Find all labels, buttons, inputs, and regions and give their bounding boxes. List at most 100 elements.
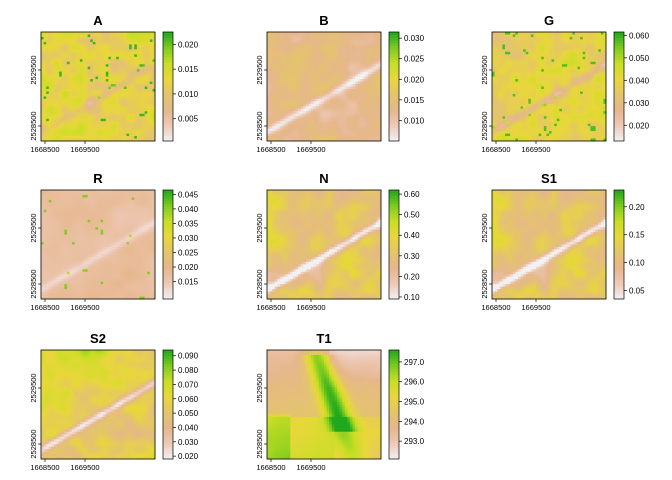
raster-cell bbox=[267, 74, 270, 77]
raster-cell bbox=[582, 49, 586, 53]
raster-cell bbox=[46, 86, 50, 90]
raster-cell bbox=[41, 91, 44, 95]
raster-cell bbox=[347, 69, 351, 73]
raster-cell bbox=[126, 128, 130, 132]
raster-cell bbox=[139, 133, 143, 137]
raster-cell bbox=[292, 36, 296, 40]
raster-cell bbox=[147, 136, 151, 139]
raster-cell bbox=[352, 131, 356, 134]
raster-cell bbox=[129, 36, 133, 40]
raster-cell bbox=[269, 111, 273, 115]
raster-cell bbox=[287, 123, 291, 127]
raster-cell bbox=[378, 121, 382, 125]
raster-cell bbox=[142, 138, 146, 142]
raster-cell bbox=[344, 123, 348, 127]
raster-cell bbox=[344, 118, 348, 122]
raster-cell bbox=[308, 59, 312, 63]
raster-cell bbox=[134, 54, 138, 58]
raster-cell bbox=[298, 49, 302, 53]
raster-cell bbox=[72, 106, 76, 110]
raster-cell bbox=[72, 123, 76, 127]
raster-cell bbox=[321, 96, 325, 100]
raster-cell bbox=[360, 66, 364, 70]
raster-cell bbox=[152, 91, 156, 95]
raster-cell bbox=[272, 93, 276, 97]
raster-cell bbox=[149, 126, 153, 130]
raster-cell bbox=[74, 81, 78, 85]
raster-cell bbox=[494, 59, 498, 63]
raster-cell bbox=[533, 59, 537, 63]
raster-cell bbox=[295, 76, 299, 80]
raster-cell bbox=[277, 131, 281, 134]
raster-cell bbox=[43, 41, 47, 45]
raster-cell bbox=[600, 34, 604, 38]
raster-cell bbox=[357, 61, 361, 65]
raster-cell bbox=[279, 128, 283, 132]
raster-cell bbox=[311, 81, 315, 85]
raster-cell bbox=[53, 76, 57, 80]
raster-cell bbox=[603, 51, 607, 55]
raster-cell bbox=[53, 71, 57, 75]
raster-cell bbox=[313, 59, 317, 63]
raster-cell bbox=[339, 108, 343, 112]
raster-cell bbox=[515, 36, 519, 40]
raster-cell bbox=[64, 136, 68, 139]
raster-cell bbox=[378, 51, 382, 55]
raster-cell bbox=[368, 84, 372, 87]
raster-cell bbox=[69, 76, 73, 80]
raster-cell bbox=[48, 84, 52, 87]
raster-cell bbox=[492, 76, 495, 80]
raster-cell bbox=[334, 86, 338, 90]
raster-cell bbox=[113, 101, 117, 105]
raster-cell bbox=[290, 34, 294, 38]
raster-cell bbox=[303, 74, 307, 77]
raster-cell bbox=[59, 46, 63, 50]
raster-cell bbox=[587, 56, 591, 60]
raster-cell bbox=[46, 79, 50, 82]
raster-cell bbox=[305, 103, 309, 107]
raster-cell bbox=[123, 118, 127, 122]
raster-cell bbox=[569, 81, 573, 85]
raster-cell bbox=[126, 39, 130, 43]
raster-cell bbox=[368, 39, 372, 43]
raster-cell bbox=[285, 123, 289, 127]
raster-cell bbox=[56, 74, 60, 77]
raster-cell bbox=[277, 36, 281, 40]
raster-cell bbox=[362, 41, 366, 45]
raster-cell bbox=[593, 66, 597, 70]
raster-cell bbox=[352, 59, 356, 63]
raster-cell bbox=[59, 74, 63, 77]
raster-cell bbox=[324, 131, 327, 134]
raster-cell bbox=[334, 84, 338, 87]
raster-cell bbox=[85, 54, 89, 58]
raster-cell bbox=[64, 113, 68, 117]
raster-cell bbox=[277, 32, 281, 35]
raster-cell bbox=[41, 49, 44, 53]
raster-cell bbox=[95, 79, 99, 82]
raster-cell bbox=[77, 84, 81, 87]
raster-cell bbox=[144, 54, 148, 58]
raster-cell bbox=[147, 96, 151, 100]
raster-cell bbox=[324, 98, 327, 102]
raster-cell bbox=[510, 44, 514, 48]
raster-cell bbox=[59, 116, 63, 120]
raster-cell bbox=[567, 56, 571, 60]
raster-cell bbox=[139, 39, 143, 43]
raster-cell bbox=[61, 103, 65, 107]
colorbar-segment bbox=[389, 91, 399, 96]
raster-cell bbox=[59, 39, 63, 43]
raster-cell bbox=[378, 91, 382, 95]
raster-cell bbox=[121, 64, 125, 68]
raster-cell bbox=[134, 103, 138, 107]
raster-cell bbox=[541, 81, 545, 85]
raster-cell bbox=[538, 54, 542, 58]
raster-cell bbox=[136, 59, 140, 63]
raster-cell bbox=[349, 96, 353, 100]
raster-cell bbox=[554, 46, 558, 50]
raster-cell bbox=[580, 81, 584, 85]
raster-cell bbox=[587, 54, 591, 58]
raster-cell bbox=[152, 103, 156, 107]
raster-cell bbox=[308, 121, 312, 125]
raster-cell bbox=[79, 56, 83, 60]
raster-cell bbox=[121, 69, 125, 73]
